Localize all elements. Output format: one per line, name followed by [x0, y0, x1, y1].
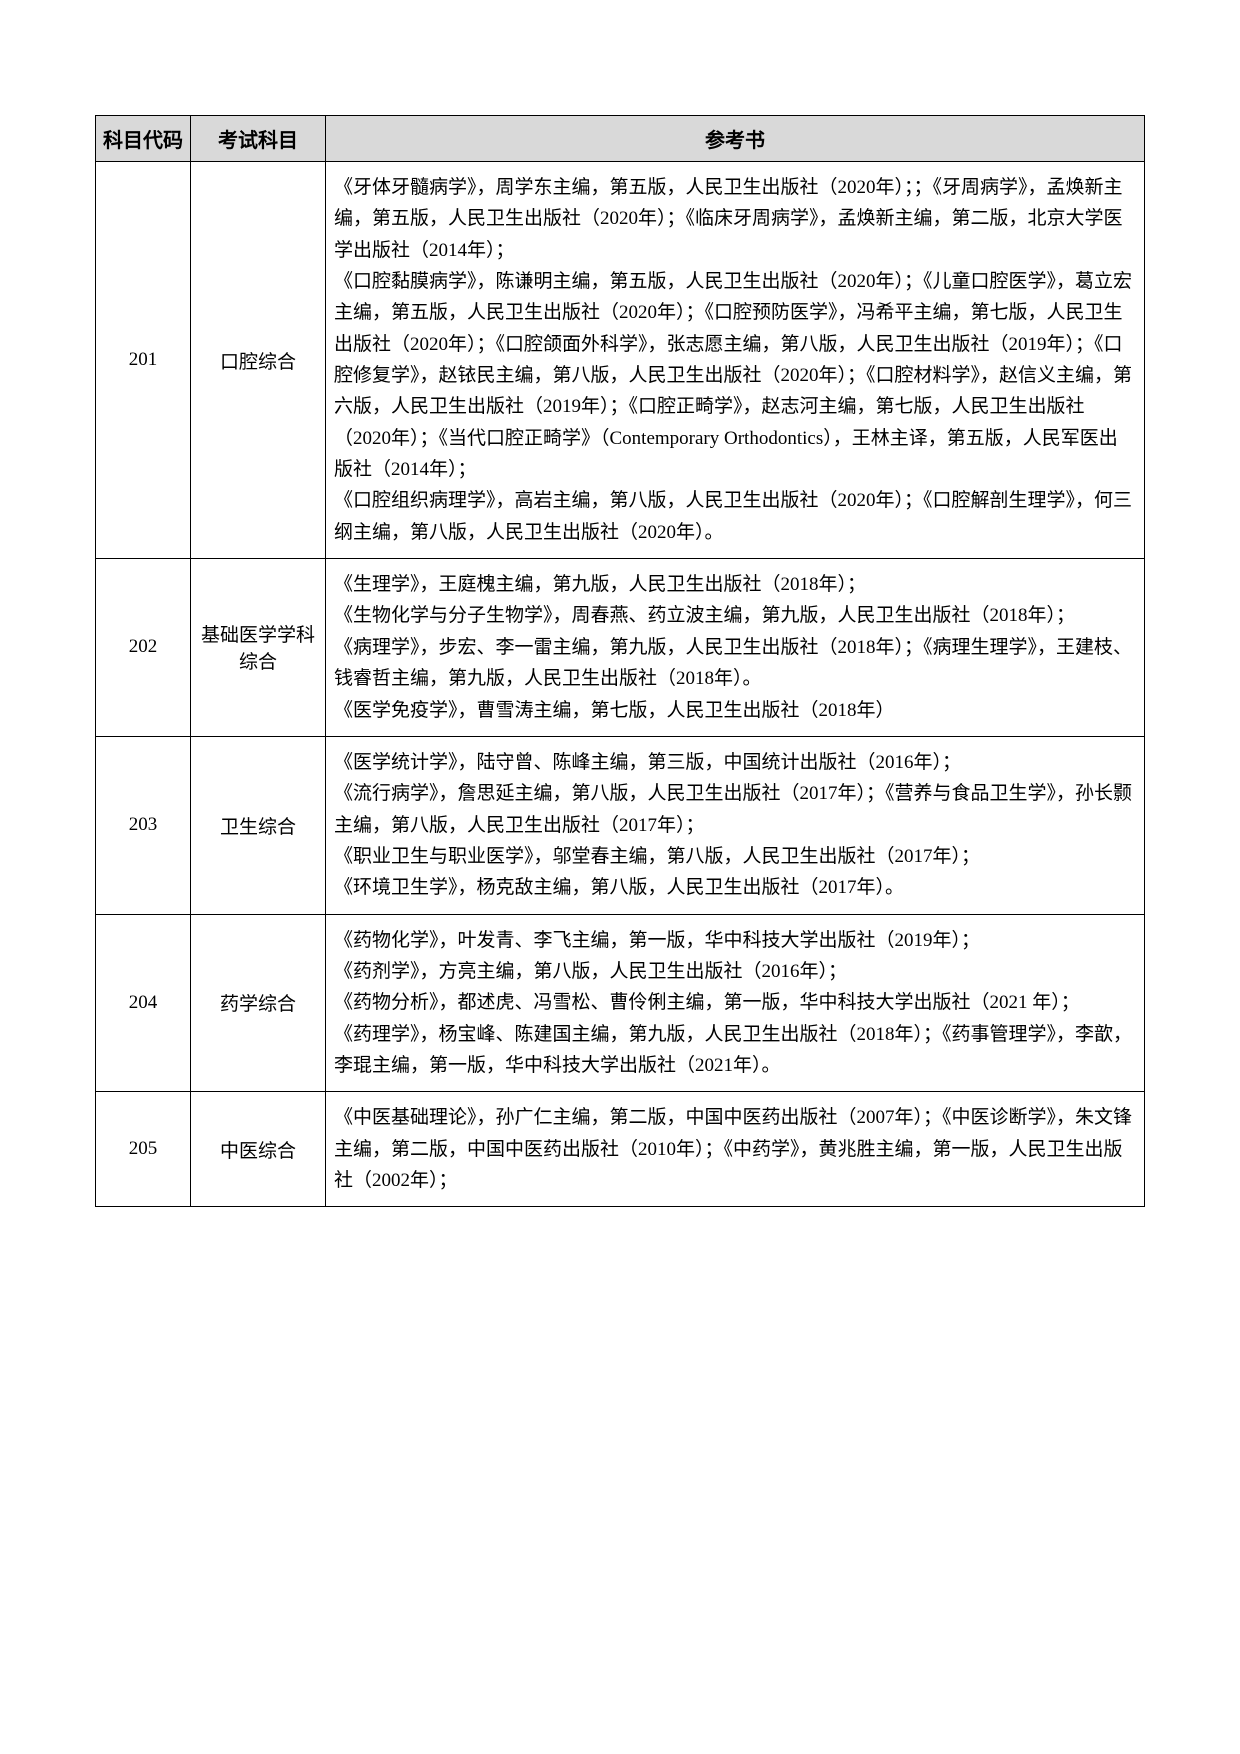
header-subject: 考试科目 — [191, 116, 326, 162]
cell-refs: 《医学统计学》，陆守曾、陈峰主编，第三版，中国统计出版社（2016年）； 《流行… — [326, 736, 1145, 914]
cell-code: 203 — [96, 736, 191, 914]
cell-refs: 《生理学》，王庭槐主编，第九版，人民卫生出版社（2018年）； 《生物化学与分子… — [326, 559, 1145, 737]
table-header-row: 科目代码 考试科目 参考书 — [96, 116, 1145, 162]
cell-subject: 卫生综合 — [191, 736, 326, 914]
cell-subject: 药学综合 — [191, 914, 326, 1092]
table-row: 203卫生综合《医学统计学》，陆守曾、陈峰主编，第三版，中国统计出版社（2016… — [96, 736, 1145, 914]
cell-code: 205 — [96, 1092, 191, 1207]
cell-refs: 《中医基础理论》，孙广仁主编，第二版，中国中医药出版社（2007年）；《中医诊断… — [326, 1092, 1145, 1207]
cell-code: 204 — [96, 914, 191, 1092]
table-row: 202基础医学学科综合《生理学》，王庭槐主编，第九版，人民卫生出版社（2018年… — [96, 559, 1145, 737]
header-code: 科目代码 — [96, 116, 191, 162]
cell-subject: 基础医学学科综合 — [191, 559, 326, 737]
table-row: 205中医综合《中医基础理论》，孙广仁主编，第二版，中国中医药出版社（2007年… — [96, 1092, 1145, 1207]
cell-code: 201 — [96, 162, 191, 559]
table-row: 204药学综合《药物化学》，叶发青、李飞主编，第一版，华中科技大学出版社（201… — [96, 914, 1145, 1092]
cell-subject: 口腔综合 — [191, 162, 326, 559]
cell-refs: 《牙体牙髓病学》，周学东主编，第五版，人民卫生出版社（2020年）；；《牙周病学… — [326, 162, 1145, 559]
cell-subject: 中医综合 — [191, 1092, 326, 1207]
table-row: 201口腔综合《牙体牙髓病学》，周学东主编，第五版，人民卫生出版社（2020年）… — [96, 162, 1145, 559]
cell-refs: 《药物化学》，叶发青、李飞主编，第一版，华中科技大学出版社（2019年）； 《药… — [326, 914, 1145, 1092]
header-refs: 参考书 — [326, 116, 1145, 162]
cell-code: 202 — [96, 559, 191, 737]
reference-books-table: 科目代码 考试科目 参考书 201口腔综合《牙体牙髓病学》，周学东主编，第五版，… — [95, 115, 1145, 1207]
